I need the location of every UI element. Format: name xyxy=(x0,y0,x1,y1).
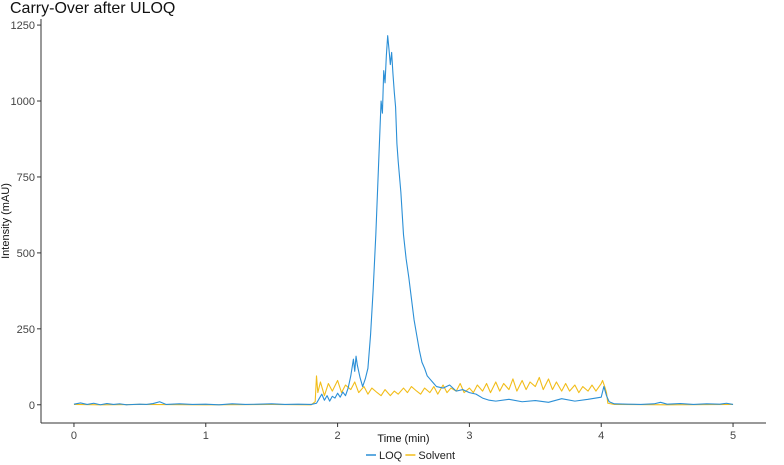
x-tick-label: 0 xyxy=(71,430,77,442)
y-tick-label: 500 xyxy=(17,248,35,260)
y-tick-label: 1000 xyxy=(11,96,35,108)
x-axis-ticks: 0 1 2 3 4 5 xyxy=(71,423,736,442)
y-tick-label: 1250 xyxy=(11,20,35,32)
legend-label-loq: LOQ xyxy=(379,450,403,462)
series-lines xyxy=(73,35,734,406)
y-tick-label: 250 xyxy=(17,324,35,336)
legend: LOQ Solvent xyxy=(366,450,455,462)
series-line-solvent xyxy=(73,375,734,406)
y-tick-label: 0 xyxy=(29,400,35,412)
x-tick-label: 2 xyxy=(335,430,341,442)
y-axis-ticks: 0 250 500 750 1000 1250 xyxy=(11,20,41,412)
x-tick-label: 3 xyxy=(466,430,472,442)
x-tick-label: 4 xyxy=(598,430,604,442)
x-axis-title: Time (min) xyxy=(377,433,429,445)
series-line-loq xyxy=(73,35,734,406)
legend-label-solvent: Solvent xyxy=(418,450,455,462)
y-tick-label: 750 xyxy=(17,172,35,184)
x-tick-label: 1 xyxy=(203,430,209,442)
y-axis-title: Intensity (mAU) xyxy=(0,183,12,259)
chart-title: Carry-Over after ULOQ xyxy=(10,0,175,17)
plot-area: 0 1 2 3 4 5 0 250 500 750 1000 1250 xyxy=(11,19,766,442)
x-tick-label: 5 xyxy=(730,430,736,442)
